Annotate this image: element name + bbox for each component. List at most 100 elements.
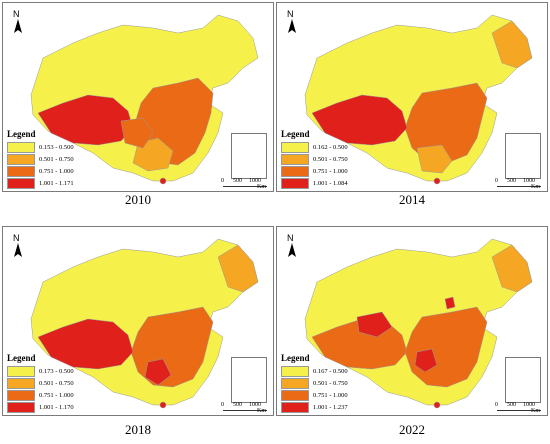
legend-row: 0.501 - 0.750 [281, 153, 348, 165]
china-map [30, 14, 259, 185]
legend: Legend 0.167 - 0.500 0.501 - 0.750 0.751… [281, 353, 348, 413]
north-arrow-icon: N [285, 233, 299, 257]
region-northeast [491, 20, 533, 69]
year-label: 2018 [125, 422, 151, 437]
scale-label: 500 [233, 178, 242, 184]
south-china-sea-inset [505, 357, 541, 403]
region-qinghai [356, 311, 393, 338]
legend-swatch [281, 177, 309, 189]
scale-label: 500 [507, 178, 516, 184]
legend-row: 1.001 - 1.084 [281, 177, 348, 189]
legend-label: 1.001 - 1.237 [313, 403, 348, 411]
scale-unit: Km [257, 184, 266, 190]
legend-row: 0.751 - 1.000 [7, 165, 74, 177]
legend-swatch [7, 165, 35, 177]
legend-title: Legend [281, 353, 310, 363]
legend-swatch [7, 141, 35, 153]
legend-title: Legend [7, 129, 36, 139]
region-south [414, 348, 438, 373]
region-hainan [433, 177, 441, 185]
map-frame: N Legend 0.173 - 0.500 0.501 - 0.750 0.7… [2, 226, 274, 416]
legend-row: 0.162 - 0.500 [281, 141, 348, 153]
legend-swatch [281, 365, 309, 377]
legend-swatch [7, 365, 35, 377]
scale-label: 500 [233, 402, 242, 408]
region-west [311, 94, 408, 146]
legend-label: 0.501 - 0.750 [39, 155, 74, 163]
scale-label: 0 [495, 178, 498, 184]
china-map [30, 238, 259, 409]
scale-label: 0 [221, 402, 224, 408]
map-frame: N Legend 0.153 - 0.500 0.501 - 0.750 0.7… [2, 2, 274, 192]
legend-label: 0.501 - 0.750 [313, 379, 348, 387]
legend-swatch [281, 153, 309, 165]
map-panel-2010: N Legend 0.153 - 0.500 0.501 - 0.750 0.7… [2, 2, 274, 220]
legend-row: 1.001 - 1.237 [281, 401, 348, 413]
legend-label: 0.501 - 0.750 [313, 155, 348, 163]
legend: Legend 0.162 - 0.500 0.501 - 0.750 0.751… [281, 129, 348, 189]
legend-swatch [281, 377, 309, 389]
north-arrow-icon: N [11, 9, 25, 33]
scale-bar: 0 500 1000 Km [493, 178, 547, 190]
legend-row: 0.751 - 1.000 [7, 389, 74, 401]
legend-swatch [7, 389, 35, 401]
map-panel-2022: N Legend 0.167 - 0.500 0.501 - 0.750 0.7… [276, 226, 548, 444]
north-arrow-icon: N [285, 9, 299, 33]
legend: Legend 0.153 - 0.500 0.501 - 0.750 0.751… [7, 129, 74, 189]
map-panel-2014: N Legend 0.162 - 0.500 0.501 - 0.750 0.7… [276, 2, 548, 220]
scale-label: 1000 [249, 178, 261, 184]
region-hainan [433, 401, 441, 409]
legend-label: 0.751 - 1.000 [313, 391, 348, 399]
legend-label: 1.001 - 1.171 [39, 179, 74, 187]
scale-label: 0 [221, 178, 224, 184]
legend-label: 0.162 - 0.500 [313, 143, 348, 151]
legend-swatch [281, 389, 309, 401]
legend-label: 1.001 - 1.084 [313, 179, 348, 187]
scale-unit: Km [257, 408, 266, 414]
scale-label: 1000 [523, 402, 535, 408]
legend-row: 0.167 - 0.500 [281, 365, 348, 377]
legend-row: 0.751 - 1.000 [281, 389, 348, 401]
region-south [144, 358, 172, 386]
legend-row: 0.751 - 1.000 [281, 165, 348, 177]
north-arrow-icon: N [11, 233, 25, 257]
legend-label: 0.751 - 1.000 [39, 167, 74, 175]
legend-label: 1.001 - 1.170 [39, 403, 74, 411]
scale-label: 1000 [523, 178, 535, 184]
legend-swatch [7, 401, 35, 413]
legend-swatch [281, 165, 309, 177]
region-south [416, 144, 453, 174]
legend-title: Legend [281, 129, 310, 139]
scale-unit: Km [531, 184, 540, 190]
map-frame: N Legend 0.162 - 0.500 0.501 - 0.750 0.7… [276, 2, 548, 192]
scale-bar: 0 500 1000 Km [219, 178, 273, 190]
map-frame: N Legend 0.167 - 0.500 0.501 - 0.750 0.7… [276, 226, 548, 416]
legend-label: 0.501 - 0.750 [39, 379, 74, 387]
legend-swatch [7, 377, 35, 389]
china-map [304, 238, 533, 409]
year-label: 2010 [125, 192, 151, 207]
legend-label: 0.751 - 1.000 [313, 167, 348, 175]
region-sichuan [120, 117, 154, 149]
legend-row: 0.501 - 0.750 [281, 377, 348, 389]
region-west [37, 318, 134, 370]
legend: Legend 0.173 - 0.500 0.501 - 0.750 0.751… [7, 353, 74, 413]
year-label: 2014 [399, 192, 425, 207]
legend-swatch [281, 401, 309, 413]
south-china-sea-inset [505, 133, 541, 179]
legend-swatch [7, 153, 35, 165]
scale-bar: 0 500 1000 Km [493, 402, 547, 414]
legend-row: 0.501 - 0.750 [7, 153, 74, 165]
region-northeast [491, 244, 533, 293]
legend-label: 0.173 - 0.500 [39, 367, 74, 375]
legend-row: 0.173 - 0.500 [7, 365, 74, 377]
legend-row: 0.153 - 0.500 [7, 141, 74, 153]
region-hainan [159, 401, 167, 409]
scale-label: 0 [495, 402, 498, 408]
south-china-sea-inset [231, 357, 267, 403]
legend-label: 0.751 - 1.000 [39, 391, 74, 399]
region-hainan [159, 177, 167, 185]
scale-unit: Km [531, 408, 540, 414]
region-beijing [444, 296, 456, 310]
china-map [304, 14, 533, 185]
